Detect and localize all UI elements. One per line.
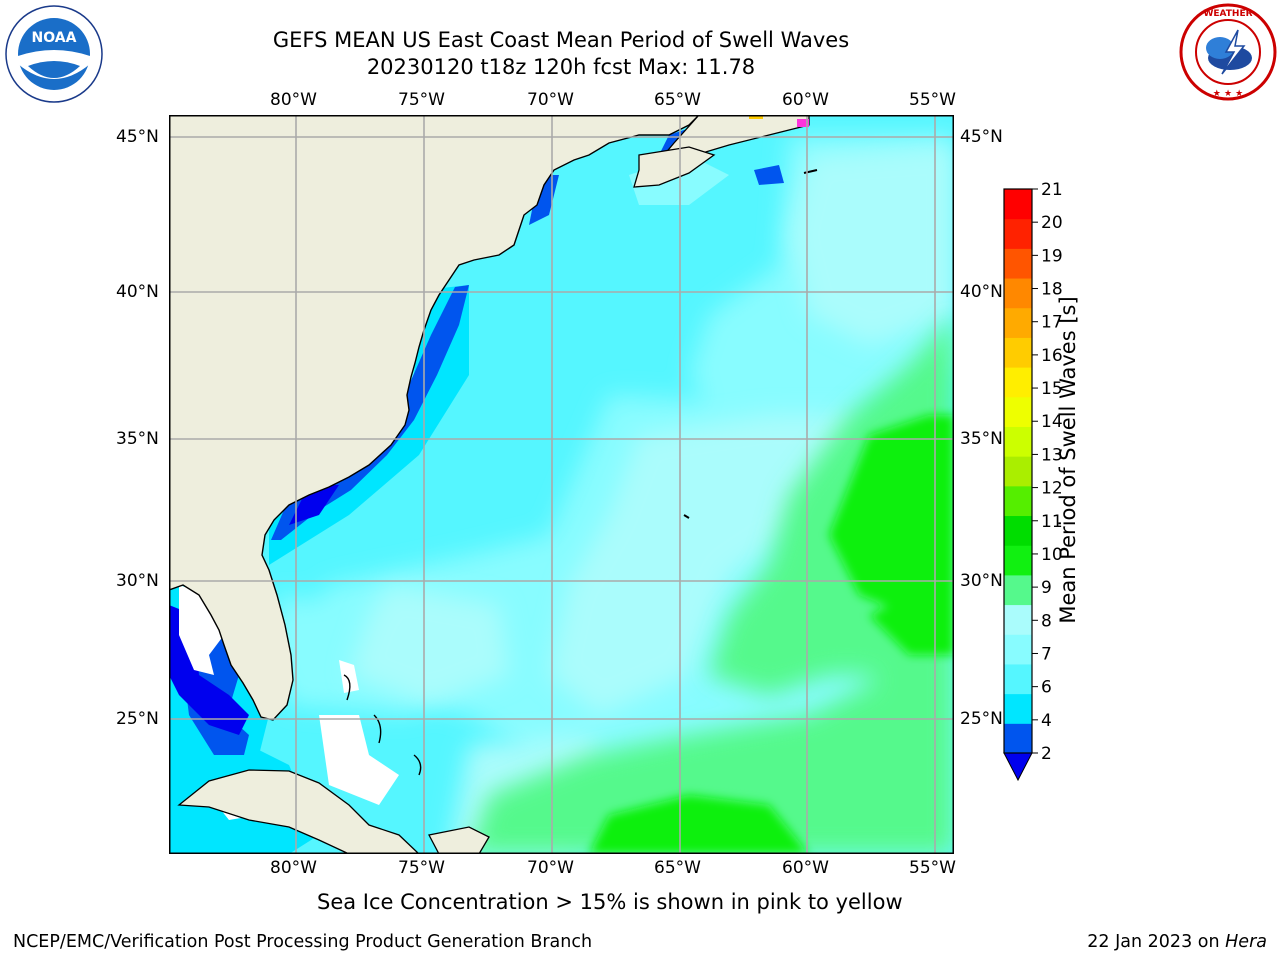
colorbar-segment (1004, 693, 1032, 724)
colorbar-segment (1004, 396, 1032, 427)
colorbar-tick-label: 16 (1041, 346, 1063, 366)
colorbar-segment (1004, 248, 1032, 279)
lat-label-right-35n: 35°N (960, 429, 1003, 449)
colorbar-tick-label: 14 (1041, 412, 1063, 432)
lat-label-right-40n: 40°N (960, 282, 1003, 302)
colorbar-segment (1004, 634, 1032, 665)
colorbar-tick-label: 6 (1041, 678, 1052, 698)
masked-area-bahamas (319, 715, 399, 805)
colorbar-segment (1004, 515, 1032, 546)
lat-label-right-30n: 30°N (960, 571, 1003, 591)
svg-text:WEATHER: WEATHER (1203, 9, 1252, 19)
lat-label-left-30n: 30°N (116, 571, 159, 591)
colorbar-tick-label: 9 (1041, 578, 1052, 598)
sea-ice-note: Sea Ice Concentration > 15% is shown in … (317, 890, 903, 914)
colorbar-tick-label: 11 (1041, 512, 1063, 532)
colorbar-tick-label: 2 (1041, 744, 1052, 764)
map-frame (169, 115, 954, 854)
machine-name: Hera (1225, 932, 1267, 952)
lat-label-right-45n: 45°N (960, 127, 1003, 147)
nws-logo: WEATHER ★ ★ ★ (1178, 2, 1278, 102)
lon-label-top-65w: 65°W (654, 90, 701, 110)
bahamas-coast (343, 674, 351, 701)
graticule (169, 115, 954, 854)
colorbar-tick-label: 20 (1041, 213, 1063, 233)
colorbar-segment (1004, 278, 1032, 309)
map-svg (169, 115, 954, 854)
colorbar-segment (1004, 367, 1032, 398)
chart-subtitle: 20230120 t18z 120h fcst Max: 11.78 (366, 55, 756, 79)
lon-label-bottom-75w: 75°W (398, 858, 445, 878)
colorbar-tick-label: 7 (1041, 644, 1052, 664)
lon-label-top-75w: 75°W (398, 90, 445, 110)
date-stamp: 22 Jan 2023 on Hera (1087, 932, 1267, 952)
colorbar-under-arrow (1003, 752, 1033, 782)
colorbar-segment (1004, 189, 1032, 220)
lon-label-bottom-70w: 70°W (527, 858, 574, 878)
lon-label-top-80w: 80°W (270, 90, 317, 110)
nova-scotia-land (633, 146, 716, 188)
lon-label-top-60w: 60°W (782, 90, 829, 110)
colorbar-label: Mean Period of Swell Waves [s] (1056, 296, 1080, 624)
colorbar-segment (1004, 663, 1032, 695)
maritimes-land (662, 115, 810, 158)
colorbar-segment (1004, 723, 1032, 754)
colorbar-tick-label: 15 (1041, 379, 1063, 399)
swell-2-4s-coastal-strip (271, 285, 469, 540)
lat-label-left-45n: 45°N (116, 127, 159, 147)
date-text: 22 Jan 2023 on (1087, 932, 1226, 952)
noaa-logo-text: NOAA (32, 30, 77, 46)
lat-label-left-25n: 25°N (116, 709, 159, 729)
hispaniola-land (428, 826, 490, 854)
colorbar-tick-label: 4 (1041, 711, 1052, 731)
lon-label-bottom-55w: 55°W (909, 858, 956, 878)
north-america-land (169, 115, 700, 721)
chart-title: GEFS MEAN US East Coast Mean Period of S… (272, 28, 850, 52)
lon-label-bottom-65w: 65°W (654, 858, 701, 878)
lat-label-left-35n: 35°N (116, 429, 159, 449)
colorbar-tick-label: 13 (1041, 445, 1063, 465)
colorbar-segment (1004, 307, 1032, 338)
colorbar-tick-label: 17 (1041, 313, 1063, 333)
swell-under-2s (289, 485, 339, 525)
swell-10-11s-zone (589, 415, 954, 854)
colorbar-svg: 21 20 19 18 17 16 15 14 13 12 11 10 9 8 7 6 4 2 (1003, 180, 1063, 782)
colorbar-tick-label: 18 (1041, 280, 1063, 300)
colorbar-segment (1004, 218, 1032, 249)
colorbar-tick-label: 21 (1041, 180, 1063, 200)
colorbar-segment (1004, 337, 1032, 368)
colorbar-segment (1004, 604, 1032, 635)
colorbar-tick-label: 8 (1041, 611, 1052, 631)
credit-text: NCEP/EMC/Verification Post Processing Pr… (13, 932, 593, 952)
lon-label-top-55w: 55°W (909, 90, 956, 110)
noaa-logo: NOAA (4, 4, 104, 104)
lon-label-top-70w: 70°W (527, 90, 574, 110)
map-panel (169, 115, 954, 854)
colorbar-segment (1004, 574, 1032, 606)
sea-ice-marker (797, 119, 809, 127)
colorbar-segment (1004, 456, 1032, 487)
lon-label-bottom-60w: 60°W (782, 858, 829, 878)
svg-text:★ ★ ★: ★ ★ ★ (1213, 89, 1243, 99)
colorbar-tick-label: 12 (1041, 479, 1063, 499)
lon-label-bottom-80w: 80°W (270, 858, 317, 878)
colorbar-segment (1004, 426, 1032, 457)
colorbar-tick-label: 19 (1041, 246, 1063, 266)
colorbar: 21 20 19 18 17 16 15 14 13 12 11 10 9 8 7 6 4 2 (996, 180, 1076, 790)
lat-label-right-25n: 25°N (960, 709, 1003, 729)
cuba-land (177, 769, 420, 854)
colorbar-segment (1004, 545, 1032, 576)
colorbar-segment (1004, 485, 1032, 517)
lat-label-left-40n: 40°N (116, 282, 159, 302)
colorbar-tick-label: 10 (1041, 545, 1063, 565)
